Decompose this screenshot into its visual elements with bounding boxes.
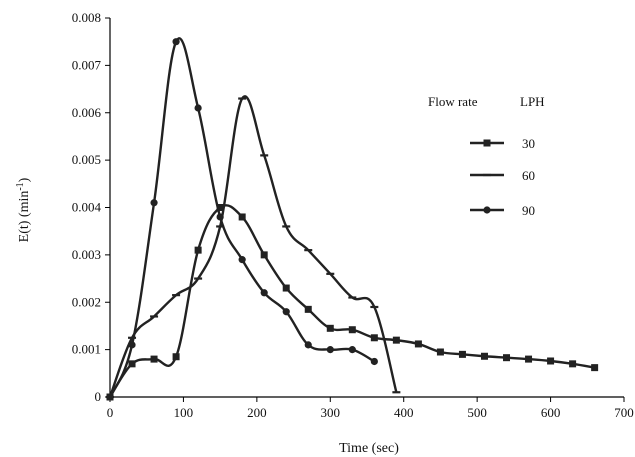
data-point-90	[150, 199, 158, 207]
data-point-30	[260, 251, 268, 259]
y-tick-label: 0.003	[72, 247, 101, 262]
legend-item-90: 90	[470, 203, 535, 218]
x-tick-label: 700	[614, 405, 634, 420]
data-point-90	[348, 346, 356, 354]
legend-item-60: 60	[470, 168, 535, 183]
data-point-30	[436, 348, 444, 356]
data-point-30	[480, 352, 488, 360]
legend: Flow rate LPH 30 60 90	[428, 94, 545, 218]
legend-label-30: 30	[522, 136, 535, 151]
series-group	[106, 37, 599, 401]
data-point-30	[392, 336, 400, 344]
legend-swatch-marker	[483, 206, 491, 214]
data-point-30	[128, 360, 136, 368]
data-point-90	[260, 289, 268, 297]
series-line-30	[108, 204, 595, 398]
data-point-30	[194, 246, 202, 254]
legend-title-flow-rate: Flow rate	[428, 94, 478, 109]
y-tick-label: 0.001	[72, 342, 101, 357]
data-point-30	[150, 355, 158, 363]
x-tick-label: 500	[467, 405, 487, 420]
series-30	[106, 204, 599, 401]
legend-swatch-marker	[483, 139, 491, 147]
x-tick-label: 0	[107, 405, 114, 420]
data-point-30	[370, 334, 378, 342]
data-point-30	[503, 354, 511, 362]
data-point-30	[282, 284, 290, 292]
data-point-90	[304, 341, 312, 349]
y-tick-label: 0	[95, 389, 102, 404]
series-90	[106, 37, 378, 401]
y-tick-label: 0.005	[72, 152, 101, 167]
data-point-30	[547, 357, 555, 365]
legend-title-lph: LPH	[520, 94, 545, 109]
y-tick-label: 0.007	[72, 57, 102, 72]
data-point-90	[128, 341, 136, 349]
data-point-30	[525, 355, 533, 363]
y-axis-title-close: )	[17, 177, 32, 182]
data-point-90	[370, 357, 378, 366]
data-point-30	[414, 340, 422, 348]
data-point-90	[238, 256, 246, 264]
series-line-90	[108, 37, 375, 398]
data-point-30	[348, 326, 356, 334]
axes: 0 100 200 300 400 500 600 700 0 0.001 0.002 0.003 0.…	[72, 10, 634, 420]
legend-label-90: 90	[522, 203, 535, 218]
x-tick-label: 600	[541, 405, 561, 420]
data-point-30	[216, 204, 224, 211]
data-point-30	[304, 305, 312, 313]
data-point-30	[569, 360, 577, 368]
x-tick-label: 300	[321, 405, 341, 420]
data-point-90	[194, 104, 202, 112]
y-axis-title: E(t) (min-1)	[15, 177, 32, 242]
legend-label-60: 60	[522, 168, 535, 183]
x-tick-label: 400	[394, 405, 414, 420]
y-axis-title-main: E(t) (min	[17, 191, 32, 243]
y-axis-title-sup: -1	[15, 182, 26, 190]
data-point-30	[458, 350, 466, 358]
data-point-30	[238, 213, 246, 221]
data-point-90	[326, 346, 334, 354]
x-tick-label: 100	[174, 405, 194, 420]
y-tick-label: 0.008	[72, 10, 101, 25]
x-axis-title: Time (sec)	[339, 441, 399, 456]
data-point-90	[106, 393, 114, 401]
data-point-30	[591, 364, 599, 372]
data-point-30	[326, 324, 334, 332]
data-point-90	[172, 38, 180, 46]
data-point-90	[282, 308, 290, 316]
x-tick-label: 200	[247, 405, 267, 420]
y-tick-label: 0.006	[72, 105, 102, 120]
y-tick-label: 0.004	[72, 200, 102, 215]
legend-item-30: 30	[470, 136, 535, 151]
y-tick-label: 0.002	[72, 294, 101, 309]
data-point-90	[216, 213, 224, 221]
data-point-30	[172, 353, 180, 361]
